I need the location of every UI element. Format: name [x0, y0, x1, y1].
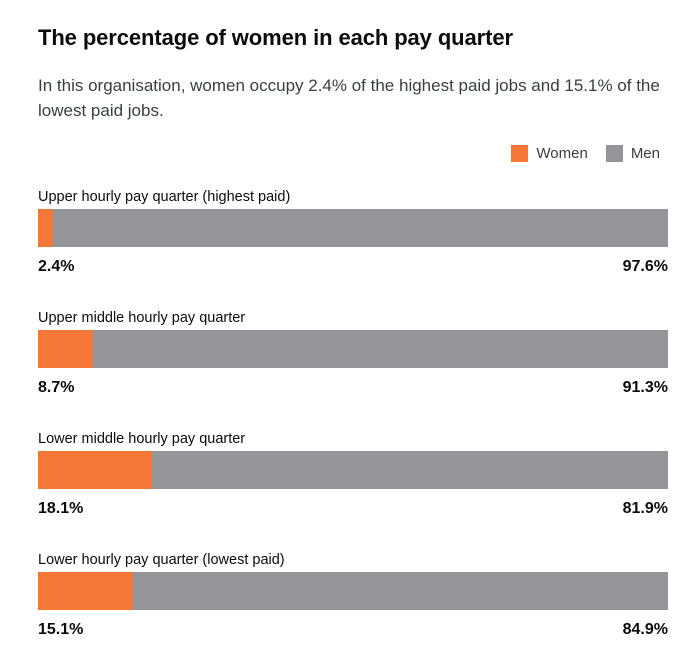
quarter-bar — [38, 451, 668, 489]
legend-label-men: Men — [630, 145, 660, 162]
women-segment — [38, 451, 153, 489]
men-segment — [133, 572, 668, 610]
women-segment — [38, 572, 134, 610]
legend-item-women: Women — [511, 145, 588, 162]
women-segment — [38, 330, 93, 368]
quarter-bar — [38, 572, 668, 610]
quarter-bar — [38, 330, 668, 368]
legend: Women Men — [493, 145, 660, 162]
men-segment — [53, 209, 668, 247]
quarter-label: Lower middle hourly pay quarter — [38, 431, 246, 447]
quarter-label: Lower hourly pay quarter (lowest paid) — [38, 552, 285, 568]
women-segment — [38, 209, 54, 247]
legend-item-men: Men — [605, 145, 660, 162]
legend-swatch-women — [511, 145, 529, 162]
quarter-label: Upper middle hourly pay quarter — [38, 310, 246, 326]
men-segment — [152, 451, 668, 489]
quarter-upper-middle: Upper middle hourly pay quarter 8.7% 91.… — [38, 309, 668, 398]
men-value-label: 97.6% — [622, 258, 668, 275]
men-value-label: 84.9% — [622, 621, 668, 638]
legend-label-women: Women — [536, 145, 588, 162]
men-segment — [92, 330, 668, 368]
quarter-lower-middle: Lower middle hourly pay quarter 18.1% 81… — [38, 430, 668, 519]
men-value-label: 91.3% — [622, 379, 668, 396]
chart-subtitle: In this organisation, women occupy 2.4% … — [38, 76, 660, 120]
women-value-label: 18.1% — [38, 500, 84, 517]
quarter-label: Upper hourly pay quarter (highest paid) — [38, 189, 291, 205]
chart-title: The percentage of women in each pay quar… — [38, 25, 513, 50]
women-value-label: 2.4% — [38, 258, 75, 275]
women-value-label: 8.7% — [38, 379, 75, 396]
quarter-lower: Lower hourly pay quarter (lowest paid) 1… — [38, 551, 668, 640]
legend-swatch-men — [605, 145, 623, 162]
quarter-bar — [38, 209, 668, 247]
women-value-label: 15.1% — [38, 621, 84, 638]
quarter-upper: Upper hourly pay quarter (highest paid) … — [38, 188, 668, 277]
men-value-label: 81.9% — [622, 500, 668, 517]
